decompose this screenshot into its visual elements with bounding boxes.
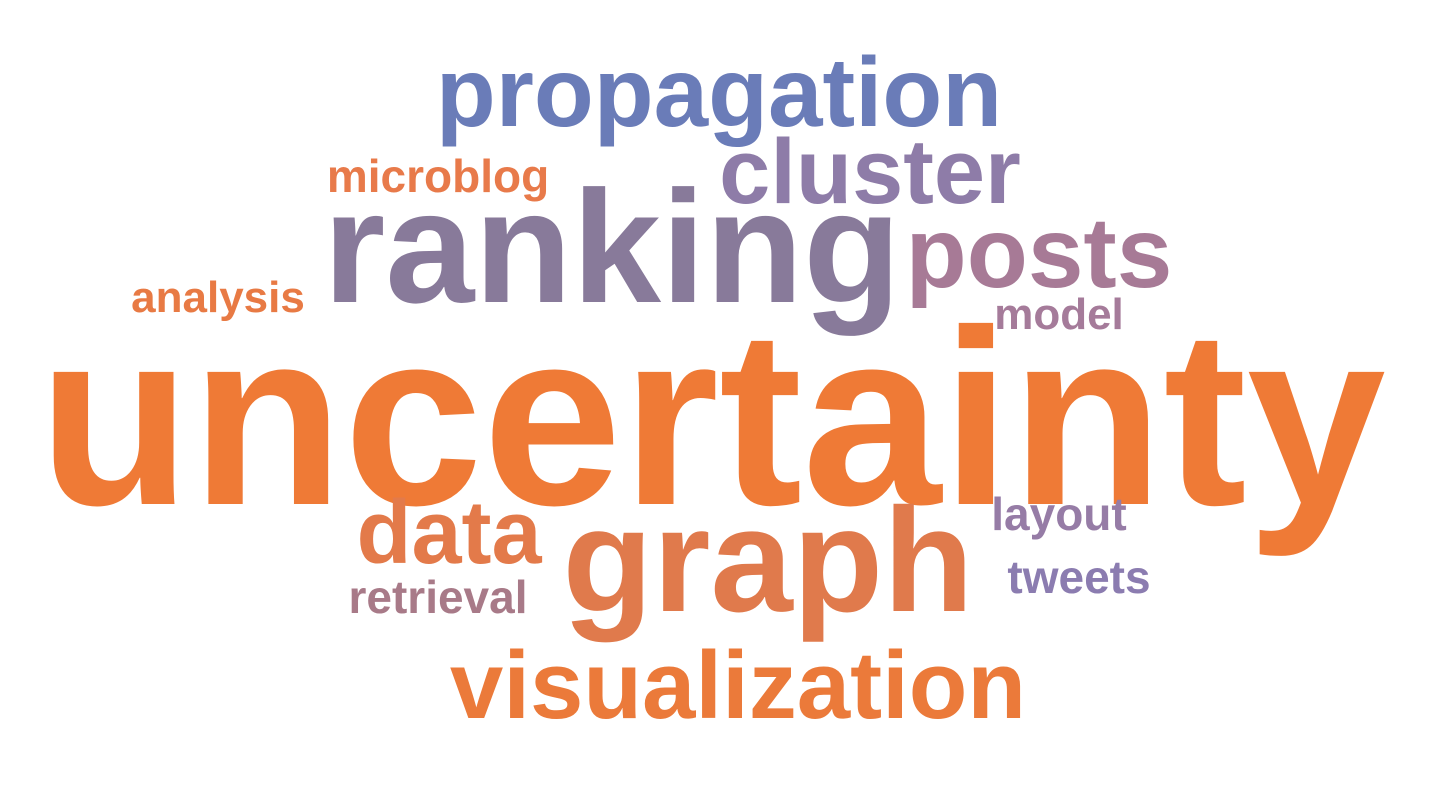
word-tweets: tweets bbox=[1007, 551, 1151, 603]
word-propagation: propagation bbox=[435, 37, 1003, 147]
word-microblog: microblog bbox=[326, 150, 550, 202]
word-analysis: analysis bbox=[131, 273, 305, 322]
word-cluster: cluster bbox=[719, 121, 1021, 223]
word-data: data bbox=[356, 483, 542, 583]
word-model: model bbox=[994, 290, 1124, 339]
word-layout: layout bbox=[991, 488, 1127, 540]
word-posts: posts bbox=[905, 197, 1173, 309]
word-retrieval: retrieval bbox=[348, 571, 528, 623]
word-ranking: ranking bbox=[323, 157, 901, 336]
word-graph: graph bbox=[562, 478, 974, 643]
word-uncertainty: uncertainty bbox=[38, 278, 1386, 557]
word-visualization: visualization bbox=[449, 632, 1027, 739]
